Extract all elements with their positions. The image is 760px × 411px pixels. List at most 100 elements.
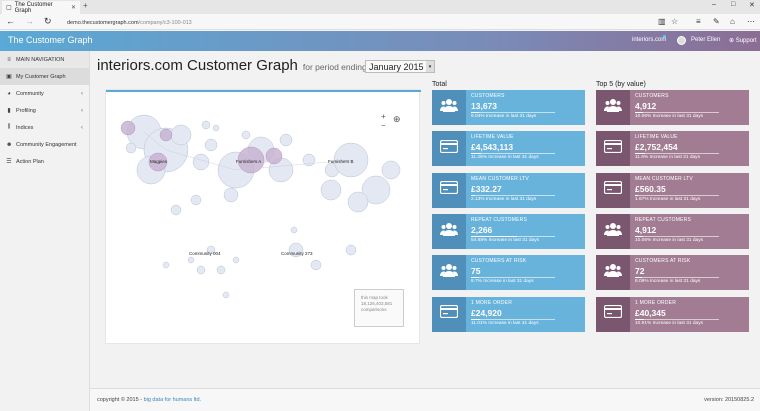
menu-icon: ≡ — [7, 56, 11, 63]
user-name[interactable]: Peter Ellen — [691, 37, 721, 43]
reading-view-icon[interactable]: ▥ — [658, 17, 666, 26]
stat-progress-fill — [635, 112, 644, 113]
stat-value: £4,543,113 — [471, 142, 514, 153]
stat-value: 13,673 — [471, 101, 497, 111]
hub-icon[interactable]: ≡ — [696, 17, 701, 26]
image-icon: ▣ — [6, 74, 12, 80]
stat-value: £24,920 — [471, 307, 502, 318]
sidebar-item-community[interactable]: ◕ Community ‹ — [0, 85, 89, 102]
favorite-star-icon[interactable]: ☆ — [671, 17, 679, 26]
stat-body: LIFETIME VALUE £4,543,113 11.36% Increase … — [466, 131, 585, 167]
tab-page-icon: ▢ — [6, 5, 12, 11]
stat-card[interactable]: CUSTOMERS AT RISK 72 8.09% Increase in las… — [596, 255, 749, 291]
zoom-in-icon[interactable]: + — [381, 112, 386, 121]
app-title[interactable]: The Customer Graph — [8, 35, 93, 45]
minimize-icon[interactable]: – — [712, 1, 716, 8]
chevron-left-icon: ‹ — [81, 90, 83, 97]
stat-icon-box — [596, 90, 630, 125]
stat-card[interactable]: LIFETIME VALUE £2,752,454 11.9% Increase i… — [596, 131, 749, 167]
page-subtitle: for period ending — [302, 62, 367, 72]
graph-bubble-highlight — [148, 152, 168, 172]
stat-label: CUSTOMERS — [471, 93, 505, 99]
graph-bubble — [320, 179, 342, 201]
stat-icon-box — [432, 90, 466, 125]
stat-label: 1 MORE ORDER — [471, 299, 513, 306]
share-icon[interactable]: ⌂ — [730, 17, 735, 26]
graph-bubble — [361, 175, 391, 205]
web-note-icon[interactable]: ✎ — [713, 17, 720, 26]
sidebar-item-indices[interactable]: ⫼ Indices ‹ — [0, 119, 89, 136]
graph-edge — [235, 159, 352, 171]
zoom-controls[interactable]: + − — [381, 112, 386, 130]
sidebar-item-action-plan[interactable]: ☰ Action Plan — [0, 153, 89, 170]
stat-value: 72 — [635, 266, 645, 277]
graph-bubble — [216, 265, 226, 275]
graph-bubble — [187, 256, 195, 264]
stat-body: REPEAT CUSTOMERS 2,266 54.68% Increase in … — [466, 213, 585, 249]
forward-icon[interactable]: → — [25, 16, 34, 26]
customer-graph-panel[interactable]: Magpies Furnishers A Furnishers B Commun… — [105, 89, 421, 345]
avatar[interactable] — [677, 36, 686, 45]
graph-bubble — [288, 242, 304, 258]
graph-bubble — [206, 245, 216, 255]
maximize-icon[interactable]: □ — [731, 1, 736, 8]
stat-card[interactable]: MEAN CUSTOMER LTV £560.35 1.67% Increase i… — [596, 172, 749, 208]
graph-bubble-highlight — [159, 128, 173, 142]
credit-card-icon — [603, 304, 623, 323]
stat-note: 8.7% Increase in last 31 days — [471, 279, 534, 285]
window-close-icon[interactable]: ✕ — [749, 2, 755, 9]
stat-card[interactable]: 1 MORE ORDER £40,345 10.91% Increase in la… — [596, 296, 749, 332]
stat-progress-track — [471, 194, 555, 196]
stat-card[interactable]: MEAN CUSTOMER LTV £332.27 2.13% Increase i… — [432, 172, 585, 208]
stat-value: £332.27 — [471, 183, 502, 194]
close-icon[interactable]: ✕ — [70, 5, 76, 11]
support-link[interactable]: ⊕ Support — [729, 37, 757, 44]
app-header: The Customer Graph interiors.com Peter E… — [0, 31, 760, 51]
back-icon[interactable]: ← — [6, 16, 15, 26]
org-name[interactable]: interiors.com — [632, 37, 667, 43]
pan-icon[interactable]: ⊕ — [393, 114, 401, 124]
stat-card[interactable]: CUSTOMERS 13,673 9.04% Increase in last 31… — [432, 90, 585, 125]
graph-bubble-highlight — [237, 146, 265, 174]
company-link[interactable]: big data for humans ltd. — [143, 397, 202, 403]
stat-card[interactable]: LIFETIME VALUE £4,543,113 11.36% Increase … — [432, 131, 585, 167]
bubble-graph[interactable]: Magpies Furnishers A Furnishers B Commun… — [106, 90, 421, 345]
stat-note: 11.36% Increase in last 31 days — [471, 155, 539, 161]
graph-bubble — [162, 261, 170, 269]
stat-body: CUSTOMERS AT RISK 75 8.7% Increase in last… — [466, 255, 585, 291]
stat-note: 2.13% Increase in last 31 days — [471, 196, 537, 202]
stat-card[interactable]: 1 MORE ORDER £24,920 11.01% Increase in la… — [432, 296, 585, 332]
stat-progress-track — [635, 153, 719, 155]
stat-card[interactable]: REPEAT CUSTOMERS 4,912 10.06% Increase in … — [596, 213, 749, 249]
total-section-title: Total — [432, 81, 447, 88]
stat-card[interactable]: REPEAT CUSTOMERS 2,266 54.68% Increase in … — [432, 213, 585, 249]
address-bar: ← → ↻ demo.thecustomergraph.com/company/… — [0, 14, 760, 30]
more-icon[interactable]: ⋯ — [747, 17, 755, 26]
url-field[interactable]: demo.thecustomergraph.com/company/c3-100… — [64, 17, 644, 28]
refresh-icon[interactable]: ↻ — [44, 16, 52, 26]
graph-bubble — [192, 153, 210, 171]
stat-note: 11.01% Increase in last 31 days — [471, 320, 539, 326]
stat-card[interactable]: CUSTOMERS 4,912 10.06% Increase in last 31… — [596, 90, 749, 125]
sidebar-item-label: Indices — [16, 124, 34, 131]
stat-progress-track — [471, 235, 555, 237]
sidebar-item-community-engagement[interactable]: ☻ Community Engagement — [0, 136, 89, 153]
stat-progress-fill — [635, 318, 645, 320]
graph-bubble-highlight — [265, 147, 283, 165]
stat-body: CUSTOMERS AT RISK 72 8.09% Increase in las… — [630, 255, 749, 291]
credit-card-icon — [439, 304, 459, 323]
zoom-out-icon[interactable]: − — [381, 121, 386, 130]
browser-tab[interactable]: ▢ The Customer Graph ✕ — [2, 1, 80, 14]
stat-card[interactable]: CUSTOMERS AT RISK 75 8.7% Increase in last… — [432, 255, 585, 291]
notification-dot — [663, 35, 666, 38]
stat-progress-track — [471, 153, 555, 155]
period-select[interactable]: January 2015 ▾ — [365, 60, 435, 73]
new-tab-button[interactable]: + — [83, 1, 88, 10]
graph-bubble — [345, 244, 357, 256]
sidebar-item-label: My Customer Graph — [16, 73, 66, 80]
stat-body: 1 MORE ORDER £40,345 10.91% Increase in la… — [630, 296, 749, 332]
sidebar-item-profiling[interactable]: ▮ Profiling ‹ — [0, 102, 89, 119]
stat-note: 1.67% Increase in last 31 days — [635, 196, 701, 202]
sidebar-item-my-customer-graph[interactable]: ▣ My Customer Graph — [0, 68, 89, 85]
credit-card-icon — [439, 139, 459, 158]
